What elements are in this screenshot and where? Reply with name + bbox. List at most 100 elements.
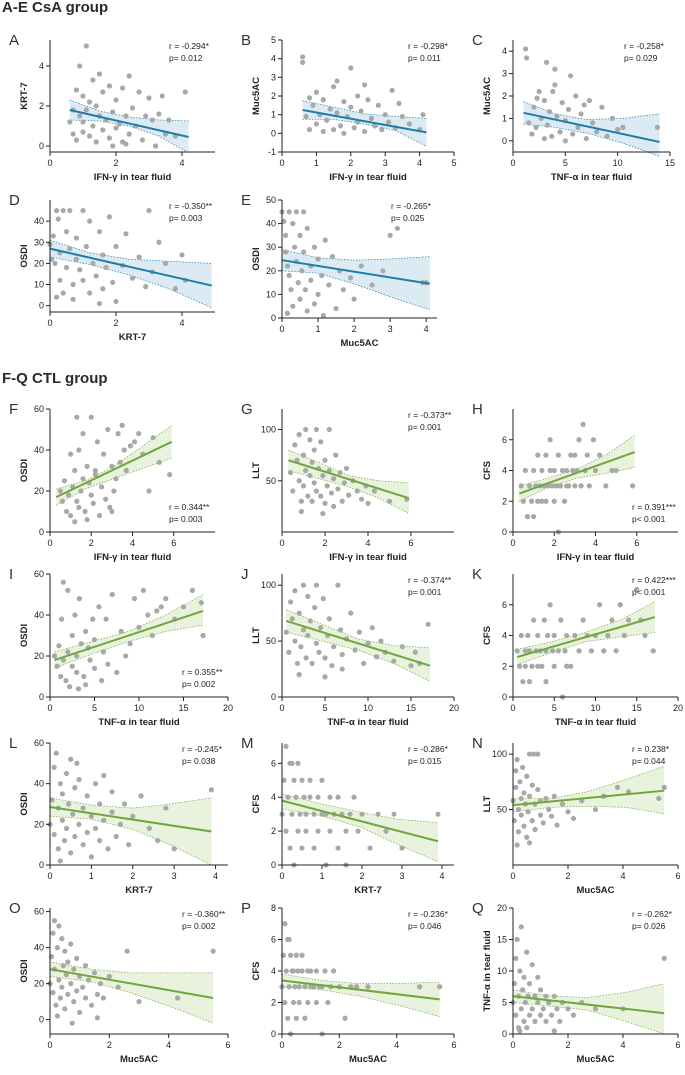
- data-point: [50, 930, 56, 936]
- data-point: [550, 648, 556, 654]
- data-point: [333, 305, 339, 312]
- panel-letter: D: [9, 192, 20, 209]
- data-point: [361, 128, 368, 135]
- data-point: [106, 83, 112, 89]
- data-point: [159, 93, 165, 99]
- data-point: [408, 663, 414, 669]
- data-point: [535, 498, 541, 504]
- data-point: [599, 104, 605, 110]
- data-point: [531, 467, 537, 474]
- data-point: [136, 999, 142, 1005]
- r-value: r = -0.374**: [408, 575, 452, 585]
- data-point: [374, 654, 380, 660]
- data-point: [331, 476, 337, 482]
- data-point: [106, 973, 112, 979]
- data-point: [55, 846, 61, 852]
- y-tick-label: 0: [502, 136, 507, 146]
- y-tick-label: 10: [34, 280, 44, 290]
- x-tick-label: 10: [613, 158, 623, 168]
- data-point: [525, 809, 531, 815]
- data-point: [63, 508, 70, 515]
- data-point: [372, 123, 378, 129]
- data-point: [292, 638, 298, 644]
- data-point: [83, 107, 89, 113]
- data-point: [288, 599, 294, 605]
- data-point: [80, 842, 86, 848]
- data-point: [316, 649, 322, 655]
- p-value: p= 0.012: [169, 53, 203, 63]
- regression-line: [281, 259, 430, 285]
- data-point: [296, 999, 302, 1006]
- data-point: [288, 952, 294, 958]
- x-tick-label: 20: [449, 703, 459, 713]
- data-point: [283, 629, 289, 635]
- y-tick-label: 40: [34, 610, 44, 620]
- data-point: [306, 95, 313, 101]
- data-point: [74, 988, 80, 994]
- data-point: [369, 625, 375, 631]
- x-tick-label: 1: [314, 158, 319, 168]
- x-tick-label: 3: [172, 871, 177, 881]
- data-point: [557, 483, 564, 489]
- data-point: [588, 648, 594, 654]
- data-point: [545, 632, 551, 639]
- data-point: [189, 587, 195, 593]
- chart-panel-k: 0 5 10 15 20 0 2 4 6 TNF-α in tear fluid CFS K r = 0…: [472, 566, 683, 728]
- data-point: [537, 812, 544, 818]
- data-point: [535, 999, 541, 1006]
- data-point: [298, 498, 304, 504]
- data-point: [634, 586, 640, 592]
- data-point: [94, 439, 101, 445]
- data-point: [518, 632, 524, 639]
- data-point: [80, 476, 86, 482]
- data-point: [87, 290, 93, 296]
- data-point: [531, 617, 537, 623]
- data-point: [543, 452, 549, 458]
- data-point: [307, 777, 313, 783]
- y-axis-label: LLT: [251, 627, 262, 644]
- x-tick-label: 0: [510, 538, 515, 548]
- data-point: [387, 232, 393, 238]
- data-point: [572, 483, 578, 489]
- data-point: [283, 249, 289, 255]
- data-point: [281, 218, 287, 224]
- y-tick-label: 1: [502, 113, 507, 123]
- data-point: [592, 1006, 599, 1012]
- y-tick-label: 0: [39, 141, 44, 151]
- data-point: [83, 995, 89, 1001]
- data-point: [115, 984, 121, 990]
- data-point: [77, 63, 83, 69]
- data-point: [661, 955, 667, 961]
- band-upper-edge: [49, 797, 212, 809]
- data-point: [625, 617, 632, 623]
- data-point: [51, 831, 57, 838]
- x-tick-label: 15: [632, 703, 642, 713]
- data-point: [311, 845, 317, 851]
- data-point: [287, 845, 293, 851]
- data-point: [358, 108, 364, 114]
- data-point: [520, 679, 526, 685]
- data-point: [68, 850, 74, 856]
- data-point: [72, 785, 78, 791]
- x-tick-label: 15: [665, 158, 675, 168]
- r-value: r = 0.355**: [182, 667, 223, 677]
- data-point: [352, 647, 358, 653]
- confidence-band: [56, 425, 172, 506]
- data-point: [109, 463, 115, 469]
- data-point: [113, 125, 119, 131]
- data-point: [555, 452, 561, 458]
- data-point: [54, 945, 61, 951]
- y-tick-label: 4: [271, 966, 276, 976]
- data-point: [391, 811, 397, 817]
- data-point: [573, 93, 579, 99]
- y-tick-label: 0: [39, 692, 44, 702]
- x-tick-label: 4: [179, 318, 184, 328]
- data-point: [535, 786, 541, 793]
- data-point: [327, 828, 333, 834]
- data-point: [305, 999, 311, 1006]
- data-point: [293, 209, 300, 215]
- p-value: p= 0.003: [169, 213, 203, 223]
- data-point: [63, 678, 69, 684]
- data-point: [437, 984, 443, 990]
